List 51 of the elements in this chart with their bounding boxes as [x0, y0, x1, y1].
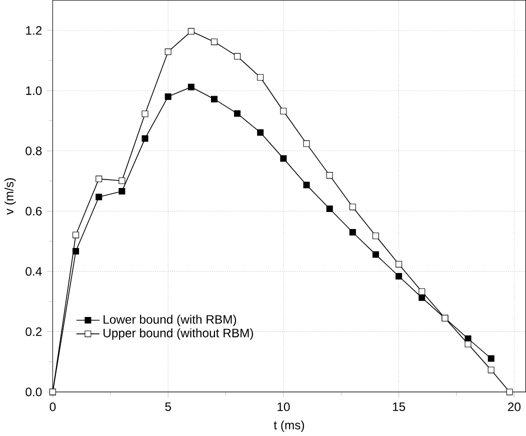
- point: [372, 251, 379, 258]
- point: [234, 52, 241, 60]
- point: [396, 260, 402, 268]
- point: [164, 48, 172, 55]
- legend-label: Upper bound (without RBM): [104, 328, 254, 340]
- point: [303, 140, 310, 147]
- y-tick-label: 0.8: [26, 146, 42, 156]
- y-tick-label: 1.0: [26, 86, 42, 95]
- point: [96, 176, 102, 182]
- y-axis-title: v (m/s): [4, 178, 16, 215]
- point: [372, 232, 379, 239]
- y-tick-label: 0.2: [26, 327, 42, 336]
- point: [349, 228, 356, 236]
- x-tick-label: 10: [278, 402, 290, 411]
- point: [142, 110, 148, 117]
- point: [188, 84, 194, 90]
- point: [396, 272, 402, 280]
- point: [464, 340, 472, 348]
- point: [326, 205, 333, 212]
- point: [210, 38, 218, 45]
- y-tick-label: 0.0: [26, 387, 42, 396]
- point: [72, 248, 80, 254]
- legend-label: Lower bound (with RBM): [104, 314, 236, 326]
- point: [506, 388, 513, 396]
- point: [257, 74, 264, 80]
- point: [210, 96, 218, 102]
- y-tick-label: 0.4: [26, 266, 42, 276]
- point: [418, 294, 426, 301]
- point: [418, 288, 426, 295]
- y-tick-label: 1.2: [26, 26, 42, 34]
- x-tick-label: 0: [50, 402, 56, 411]
- y-tick-label: 0.6: [26, 206, 42, 216]
- point: [326, 172, 333, 178]
- point: [96, 194, 102, 200]
- point: [488, 355, 494, 362]
- point: [72, 232, 80, 238]
- point: [303, 182, 310, 188]
- point: [188, 28, 194, 34]
- x-tick-label: 20: [508, 402, 520, 411]
- point: [164, 93, 172, 100]
- point: [234, 110, 241, 117]
- point: [257, 129, 264, 136]
- point: [118, 188, 126, 194]
- x-tick-label: 15: [392, 402, 406, 411]
- point: [349, 204, 356, 210]
- x-tick-label: 5: [165, 402, 171, 411]
- x-axis-title: t (ms): [274, 420, 304, 432]
- point: [488, 366, 494, 374]
- point: [142, 135, 148, 142]
- point: [280, 155, 287, 162]
- point: [280, 108, 287, 114]
